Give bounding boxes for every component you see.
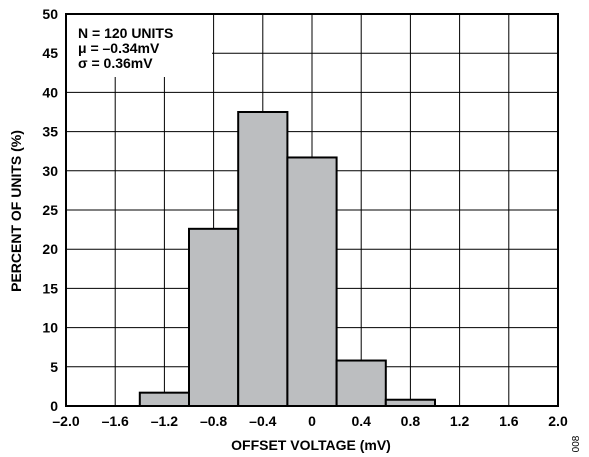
annotation-line-0: N = 120 UNITS [78, 25, 173, 41]
y-tick-label: 25 [42, 202, 58, 218]
y-tick-label: 10 [42, 320, 58, 336]
y-tick-label: 20 [42, 241, 58, 257]
y-tick-label: 5 [50, 359, 58, 375]
annotation-line-2: σ = 0.36mV [78, 55, 153, 71]
x-tick-label: 0.8 [401, 413, 421, 429]
x-tick-label: 0.4 [351, 413, 371, 429]
y-tick-label: 30 [42, 163, 58, 179]
x-tick-label: –0.8 [200, 413, 227, 429]
x-axis-label: OFFSET VOLTAGE (mV) [231, 437, 391, 453]
x-tick-label: 2.0 [548, 413, 568, 429]
y-tick-label: 15 [42, 280, 58, 296]
x-tick-label: 1.6 [499, 413, 519, 429]
histogram-bar-1 [188, 227, 240, 407]
y-tick-label: 45 [42, 45, 58, 61]
x-tick-label: 1.2 [450, 413, 470, 429]
annotation-background [67, 15, 212, 77]
y-tick-label: 40 [42, 84, 58, 100]
y-tick-label: 35 [42, 124, 58, 140]
histogram-bar-2 [237, 111, 289, 407]
x-tick-label: –1.2 [151, 413, 178, 429]
x-tick-label: –0.4 [249, 413, 276, 429]
annotation-line-1: μ = –0.34mV [78, 40, 160, 56]
histogram-bars [138, 111, 436, 408]
histogram-bar-4 [335, 359, 387, 408]
x-tick-label: –1.6 [102, 413, 129, 429]
x-axis-ticks: –2.0 –1.6 –1.2 –0.8 –0.4 0 0.4 0.8 1.2 1.6 2.0 [52, 413, 568, 429]
histogram-bar-3 [286, 156, 338, 407]
y-axis-label: PERCENT OF UNITS (%) [8, 130, 24, 292]
y-tick-label: 50 [42, 6, 58, 22]
histogram-bar-0 [138, 391, 191, 407]
x-tick-label: –2.0 [52, 413, 79, 429]
y-axis-ticks: 0 5 10 15 20 25 30 35 40 45 50 [42, 6, 58, 414]
plot-frame [65, 13, 559, 407]
figure-code: 008 [571, 435, 582, 452]
x-tick-label: 0 [308, 413, 316, 429]
y-tick-label: 0 [50, 398, 58, 414]
